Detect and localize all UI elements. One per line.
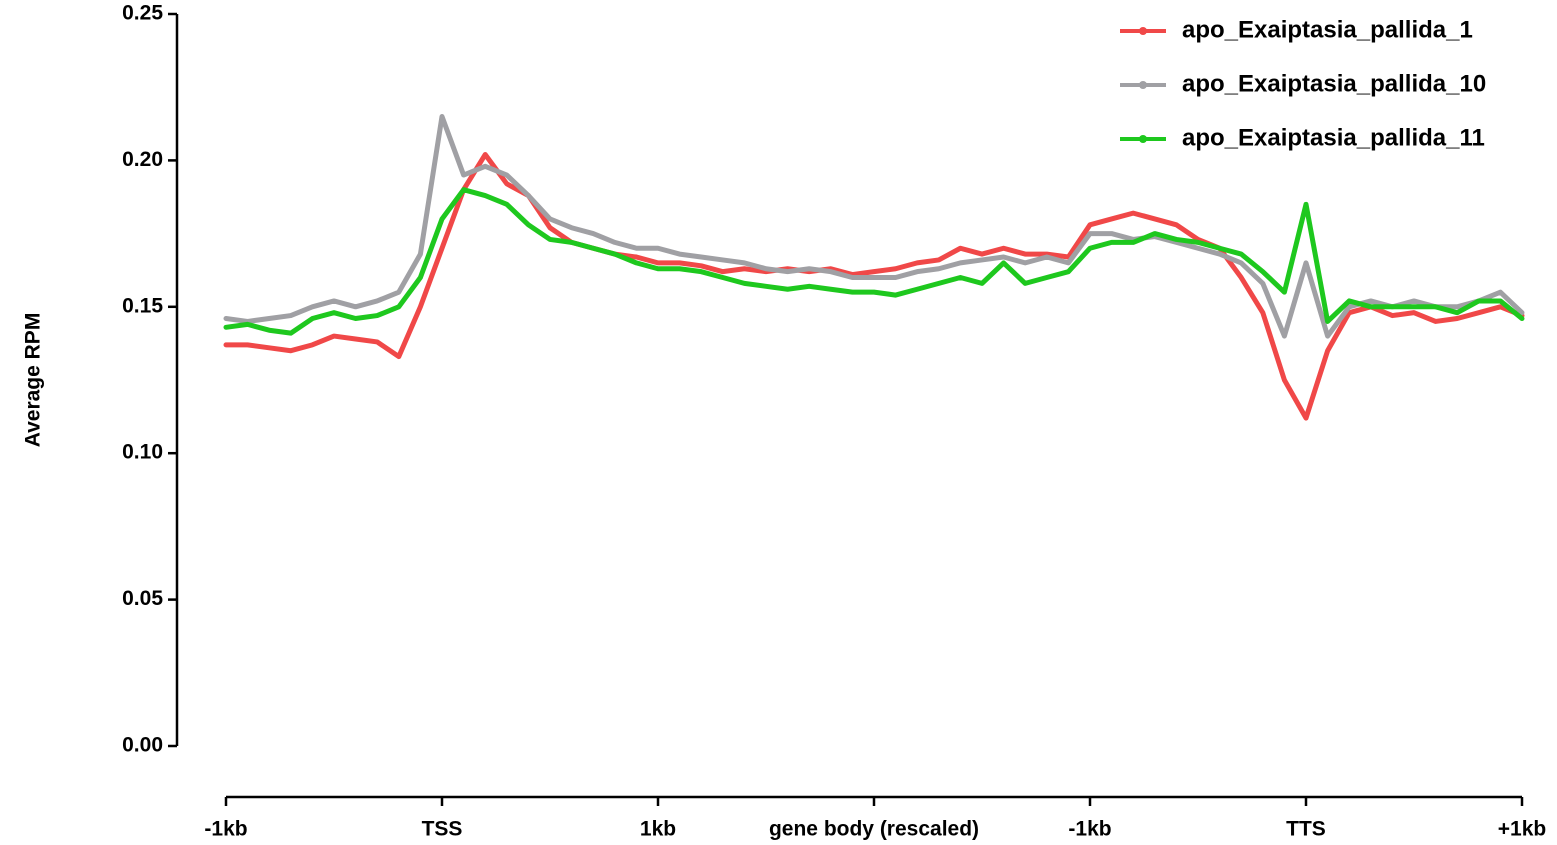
series-line	[223, 113, 1525, 339]
legend-label: apo_Exaiptasia_pallida_10	[1182, 70, 1486, 97]
x-tick-label: gene body (rescaled)	[769, 818, 979, 841]
legend-marker	[1139, 81, 1147, 89]
legend-marker	[1139, 135, 1147, 143]
x-tick-label: 1kb	[640, 818, 676, 841]
x-tick-label: TTS	[1286, 818, 1326, 841]
legend-label: apo_Exaiptasia_pallida_1	[1182, 16, 1473, 43]
y-tick-label: 0.25	[122, 2, 163, 25]
y-tick-label: 0.20	[122, 148, 163, 171]
legend-marker	[1139, 27, 1147, 35]
y-tick-label: 0.10	[122, 441, 163, 464]
x-tick-label: +1kb	[1498, 818, 1546, 841]
x-tick-label: -1kb	[1068, 818, 1111, 841]
y-tick-label: 0.00	[122, 734, 163, 757]
y-axis-label: Average RPM	[22, 313, 45, 448]
y-tick-label: 0.05	[122, 587, 163, 610]
series-line	[223, 152, 1525, 421]
series-line	[223, 187, 1525, 336]
x-tick-label: TSS	[422, 818, 463, 841]
y-tick-label: 0.15	[122, 294, 163, 317]
x-tick-label: -1kb	[204, 818, 247, 841]
legend-label: apo_Exaiptasia_pallida_11	[1182, 124, 1485, 151]
